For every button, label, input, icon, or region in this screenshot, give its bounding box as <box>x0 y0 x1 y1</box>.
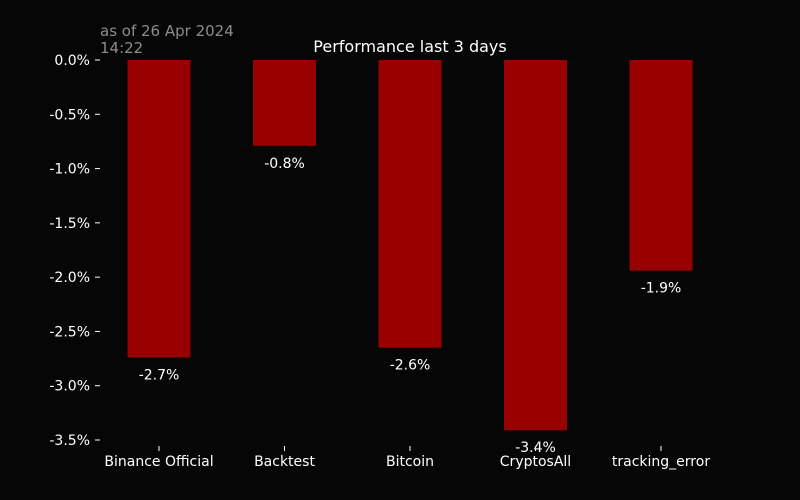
bar-binance-official <box>127 60 191 358</box>
bar-backtest <box>253 60 316 146</box>
bar-cryptosall <box>504 60 567 431</box>
bars-group: -2.7%-0.8%-2.6%-3.4%-1.9% <box>127 60 693 456</box>
as-of-line-1: as of 26 Apr 2024 <box>100 22 234 40</box>
bar-data-label: -0.8% <box>264 156 305 172</box>
y-tick-label: -2.5% <box>49 324 90 340</box>
x-category-label: tracking_error <box>612 454 710 470</box>
y-tick-label: -0.5% <box>49 107 90 123</box>
x-category-label: Bitcoin <box>386 454 434 470</box>
bar-data-label: -2.6% <box>390 358 431 374</box>
y-tick-label: -3.5% <box>49 433 90 449</box>
bar-tracking-error <box>629 60 693 271</box>
y-tick-label: 0.0% <box>54 53 90 69</box>
x-category-label: Backtest <box>254 454 315 470</box>
bar-bitcoin <box>378 60 442 348</box>
y-tick-label: -2.0% <box>49 270 90 286</box>
y-tick-label: -1.0% <box>49 162 90 178</box>
x-category-label: CryptosAll <box>500 454 571 470</box>
as-of-line-2: 14:22 <box>100 39 143 57</box>
bar-data-label: -1.9% <box>641 281 682 297</box>
y-tick-label: -3.0% <box>49 379 90 395</box>
x-category-label: Binance Official <box>104 454 213 470</box>
x-axis: Binance Official Backtest Bitcoin CryptosAl… <box>104 446 710 470</box>
y-axis: 0.0% -0.5% -1.0% -1.5% -2.0% -2.5% -3.0% -3.5% <box>49 53 100 449</box>
chart-title: Performance last 3 days <box>313 37 506 56</box>
bar-data-label: -2.7% <box>139 367 180 383</box>
y-tick-label: -1.5% <box>49 216 90 232</box>
